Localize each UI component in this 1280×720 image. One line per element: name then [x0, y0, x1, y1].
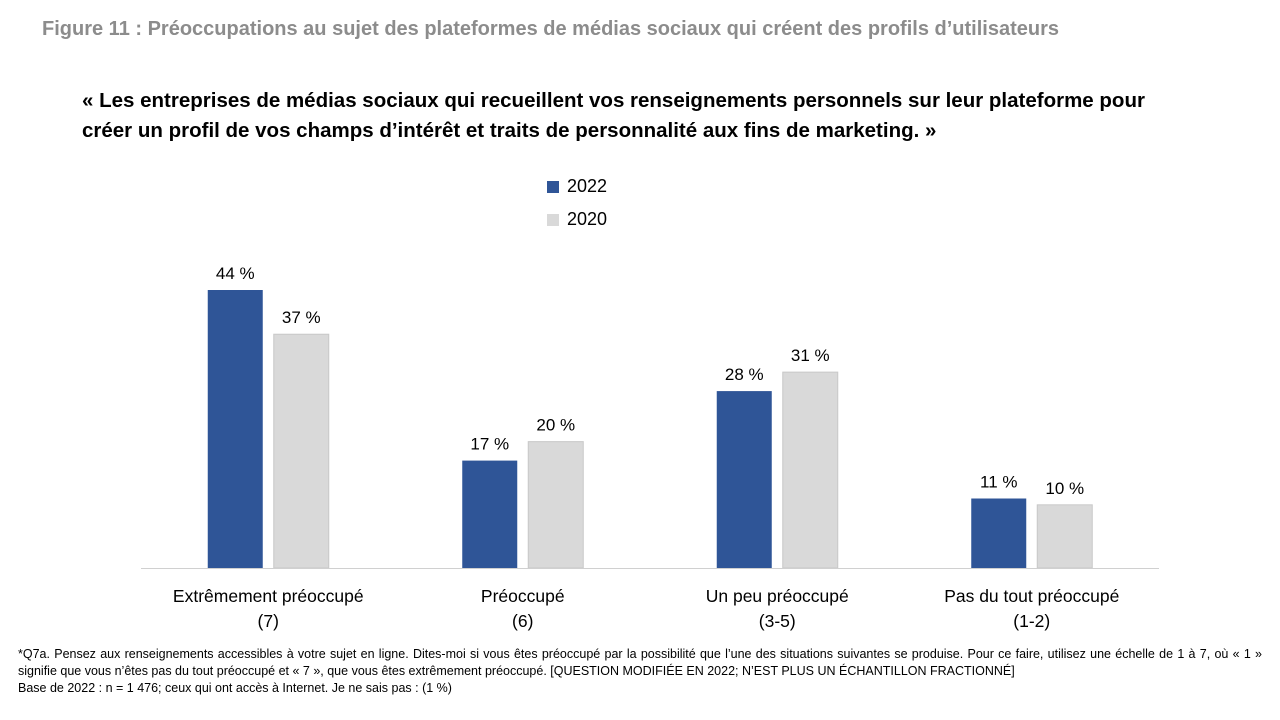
legend: 2022 2020	[547, 170, 607, 236]
category-label-2-line-2: (6)	[512, 611, 533, 631]
legend-item-2020: 2020	[547, 203, 607, 236]
chart-subtitle: « Les entreprises de médias sociaux qui …	[82, 89, 1145, 142]
bar-2020-3	[782, 371, 839, 569]
bar-2022-2	[462, 460, 518, 568]
category-label-1-line-1: Extrêmement préoccupé	[173, 586, 364, 606]
data-label-2022-1: 44 %	[216, 264, 255, 283]
data-label-2020-2: 20 %	[536, 416, 575, 435]
data-label-2022-3: 28 %	[725, 365, 764, 384]
footnote: *Q7a. Pensez aux renseignements accessib…	[18, 646, 1262, 697]
bar-2022-1	[207, 290, 263, 568]
category-label-4-line-2: (1-2)	[1013, 611, 1050, 631]
legend-label-2020: 2020	[567, 209, 608, 229]
category-label-2-line-1: Préoccupé	[481, 586, 565, 606]
category-label-3-line-1: Un peu préoccupé	[706, 586, 849, 606]
footnote-base: Base de 2022 : n = 1 476; ceux qui ont a…	[18, 681, 452, 695]
data-label-2020-4: 10 %	[1045, 479, 1084, 498]
data-label-2020-1: 37 %	[282, 308, 321, 327]
legend-swatch-2020	[547, 213, 559, 226]
bar-2022-4	[971, 498, 1027, 568]
footnote-question: *Q7a. Pensez aux renseignements accessib…	[18, 647, 1262, 678]
legend-label-2022: 2022	[567, 176, 608, 196]
data-label-2022-2: 17 %	[470, 435, 509, 454]
bar-2022-3	[716, 391, 772, 568]
bar-chart: 44 % 37 % Extrêmement préoccupé (7) 17 % 20 %…	[141, 264, 1159, 631]
category-label-1-line-2: (7)	[258, 611, 279, 631]
legend-swatch-2022	[547, 180, 559, 193]
legend-item-2022: 2022	[547, 170, 607, 203]
category-label-4-line-1: Pas du tout préoccupé	[944, 586, 1119, 606]
bar-2020-2	[527, 441, 584, 569]
category-label-3-line-2: (3-5)	[759, 611, 796, 631]
data-label-2020-3: 31 %	[791, 346, 830, 365]
data-label-2022-4: 11 %	[980, 473, 1018, 492]
bar-2020-1	[273, 333, 330, 569]
bar-2020-4	[1036, 504, 1093, 569]
figure-title: Figure 11 : Préoccupations au sujet des …	[42, 18, 1059, 40]
